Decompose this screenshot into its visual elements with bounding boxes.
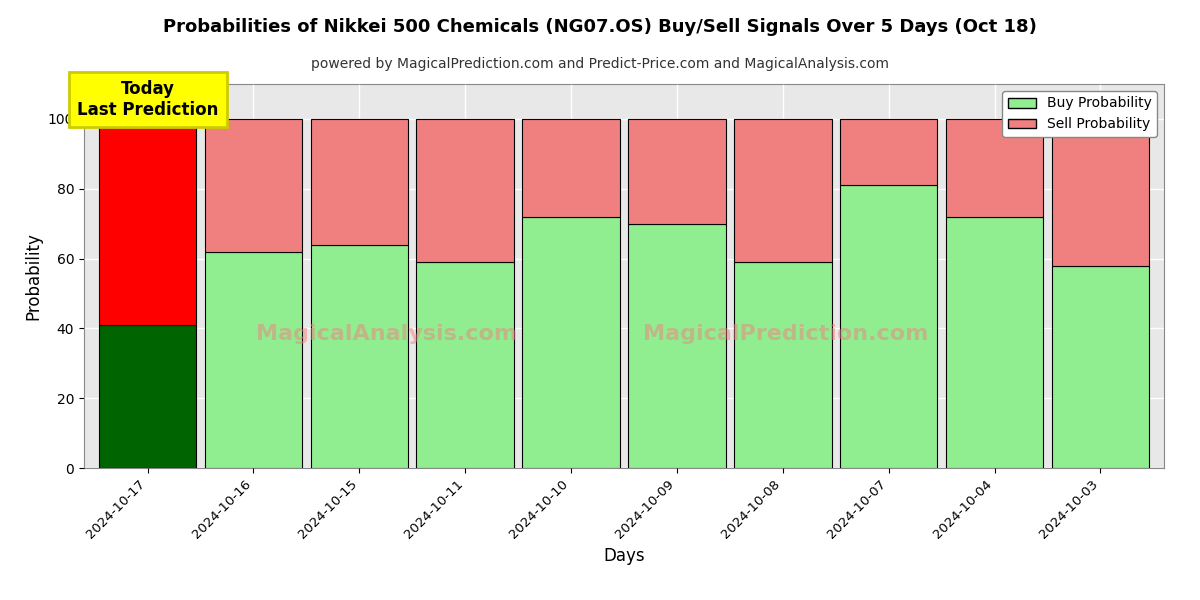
Text: MagicalPrediction.com: MagicalPrediction.com [643,323,929,344]
Text: powered by MagicalPrediction.com and Predict-Price.com and MagicalAnalysis.com: powered by MagicalPrediction.com and Pre… [311,57,889,71]
Bar [629,119,726,224]
Bar [98,325,197,468]
Bar [1051,266,1150,468]
X-axis label: Days: Days [604,547,644,565]
Bar [840,185,937,468]
Bar [1051,119,1150,266]
Text: Probabilities of Nikkei 500 Chemicals (NG07.OS) Buy/Sell Signals Over 5 Days (Oc: Probabilities of Nikkei 500 Chemicals (N… [163,18,1037,36]
Legend: Buy Probability, Sell Probability: Buy Probability, Sell Probability [1002,91,1157,137]
Bar [416,119,514,262]
Bar [205,251,302,468]
Bar [205,119,302,251]
Bar [311,245,408,468]
Text: MagicalAnalysis.com: MagicalAnalysis.com [256,323,517,344]
Bar [311,119,408,245]
Bar [840,119,937,185]
Bar [629,224,726,468]
Bar [946,119,1043,217]
Bar [522,217,619,468]
Text: Today
Last Prediction: Today Last Prediction [77,80,218,119]
Bar [522,119,619,217]
Bar [98,119,197,325]
Bar [734,262,832,468]
Y-axis label: Probability: Probability [24,232,42,320]
Bar [734,119,832,262]
Bar [946,217,1043,468]
Bar [416,262,514,468]
